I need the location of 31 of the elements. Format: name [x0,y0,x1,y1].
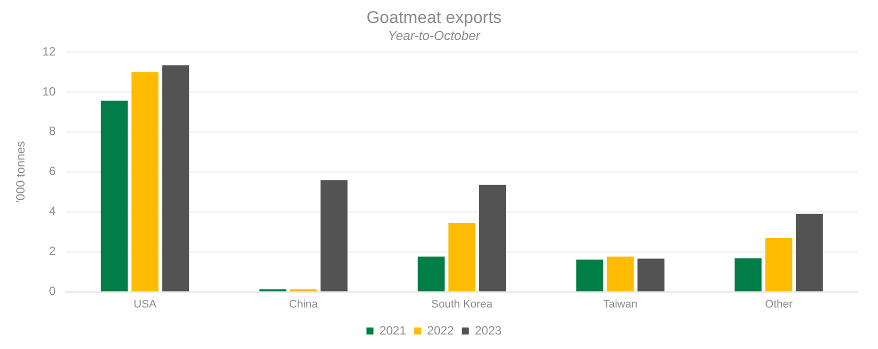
x-tick-label: Taiwan [603,298,638,310]
chart-subtitle: Year-to-October [388,28,481,43]
x-tick-label: China [289,298,319,310]
chart-title: Goatmeat exports [366,8,502,27]
x-tick-label: Other [765,298,793,310]
bar [448,223,476,292]
x-tick-label: USA [134,298,157,310]
bar [796,214,823,292]
bar [162,65,190,292]
y-tick-label: 2 [49,244,56,258]
bar [479,184,506,292]
y-tick-label: 6 [49,164,56,178]
y-tick-label: 12 [42,44,56,58]
y-tick-label: 10 [42,84,56,98]
legend-label: 2023 [474,323,502,338]
bar [734,258,762,292]
legend-label: 2021 [379,323,406,338]
bar [418,256,445,292]
bar [100,100,128,292]
y-axis-title: '000 tonnes [14,141,28,203]
bar [606,256,634,292]
y-tick-label: 0 [49,284,56,298]
x-tick-label: South Korea [431,298,494,310]
y-tick-label: 4 [49,204,56,218]
bar [637,258,664,292]
bar [131,72,158,292]
bar [576,260,604,292]
bar [765,238,792,292]
y-tick-label: 8 [49,124,56,138]
legend-label: 2022 [427,323,454,338]
bar [320,180,348,292]
